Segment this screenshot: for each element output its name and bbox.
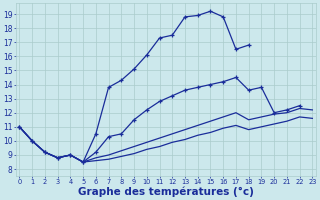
X-axis label: Graphe des températures (°c): Graphe des températures (°c) — [78, 187, 254, 197]
